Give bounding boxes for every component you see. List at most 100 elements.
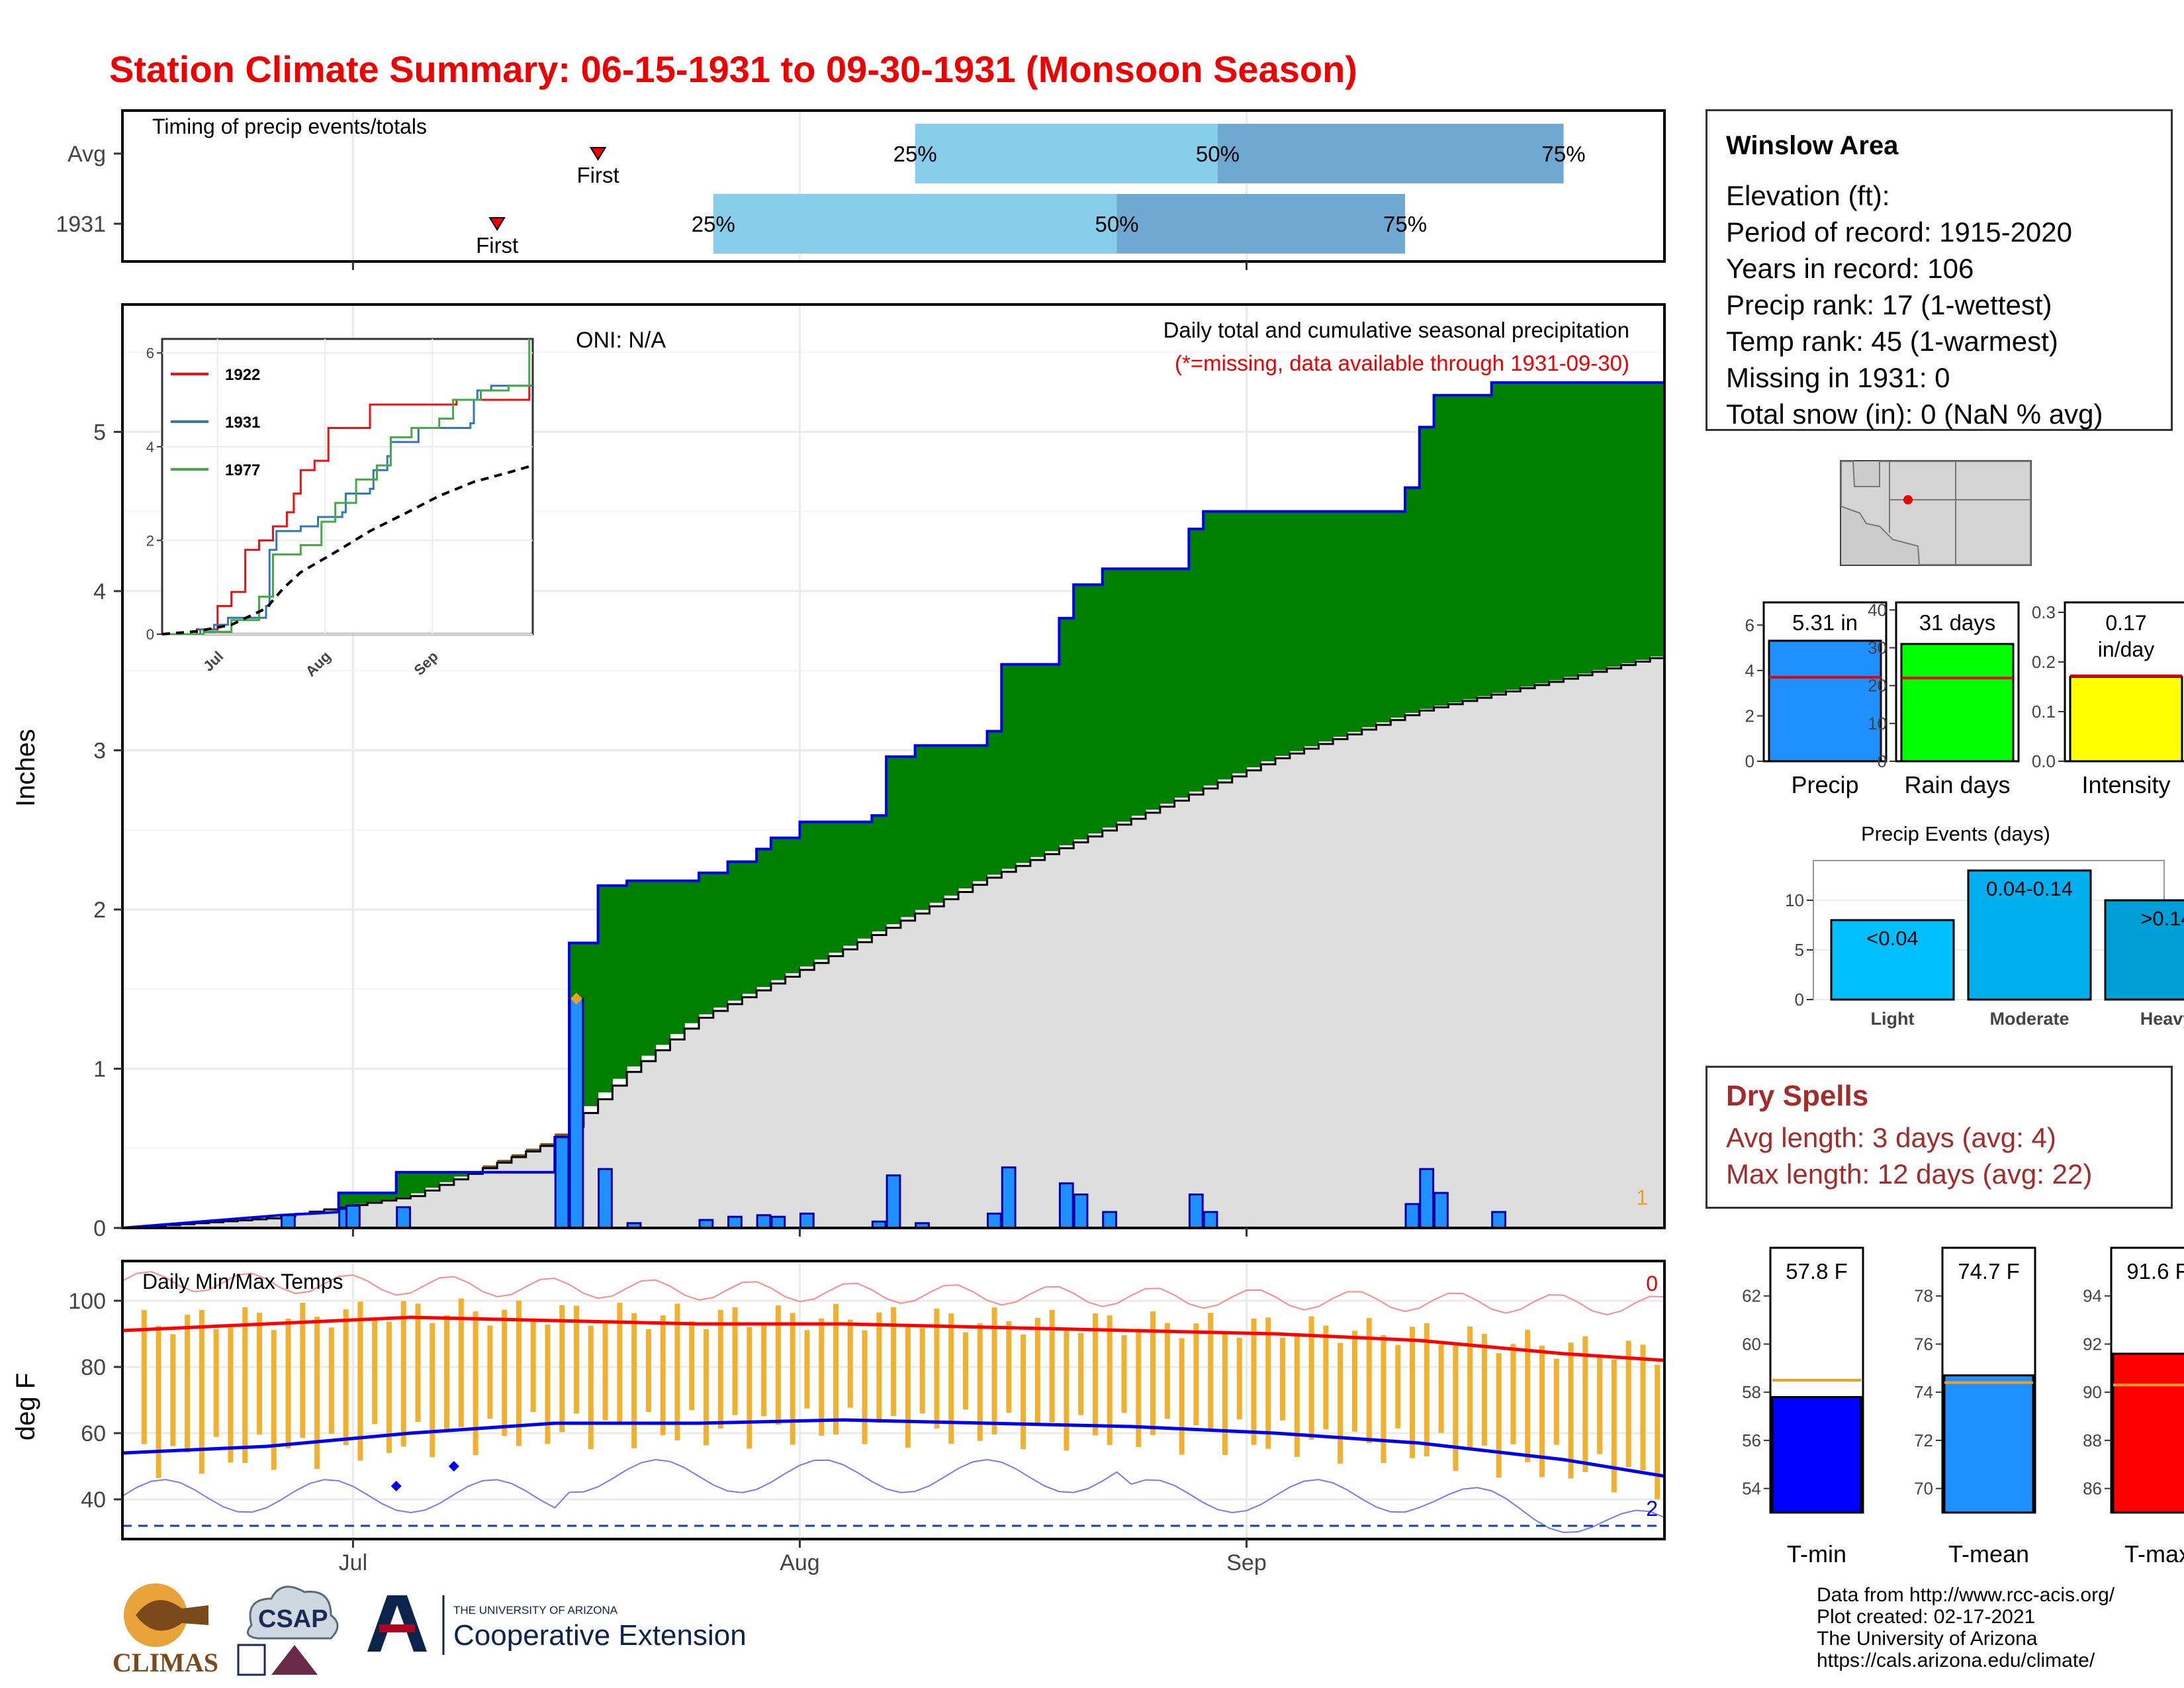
inset-y-tick-label: 2 (146, 532, 154, 549)
summary-y-tick-label: 4 (1745, 661, 1754, 680)
daily-precip-bar (987, 1212, 1002, 1229)
above-average-area (958, 745, 974, 889)
dry-spells-avg: Avg length: 3 days (avg: 4) (1726, 1122, 2056, 1153)
above-average-area (1491, 382, 1507, 693)
above-average-area (814, 821, 829, 960)
quartile-box-25-50 (915, 124, 1218, 183)
summary-y-tick-label: 0.2 (2032, 652, 2056, 672)
above-average-area (1419, 427, 1435, 709)
above-average-area (627, 880, 642, 1067)
max-precip-marker (570, 992, 582, 1005)
csap-logo: CSAP (237, 1585, 339, 1676)
above-average-area (1635, 382, 1651, 660)
daily-precip-bar (598, 1168, 613, 1229)
average-cumulative-area (122, 655, 1664, 1228)
temp-bar-y-tick-label: 70 (1914, 1479, 1933, 1499)
daily-precip-bar (799, 1212, 815, 1229)
above-average-area (1650, 382, 1665, 657)
page-title: Station Climate Summary: 06-15-1931 to 0… (109, 48, 1357, 90)
temp-bar-y-tick-label: 86 (2083, 1479, 2102, 1499)
csap-logo-text: CSAP (258, 1605, 328, 1633)
above-average-area (1477, 395, 1492, 696)
daily-precip-bar (554, 1136, 570, 1229)
above-average-area (1203, 511, 1218, 786)
above-average-area (1376, 511, 1391, 723)
above-average-area (1592, 382, 1608, 671)
summary-bar (1768, 639, 1882, 763)
precip-event-category: Moderate (1989, 1009, 2069, 1029)
above-average-area (1578, 382, 1593, 674)
daily-precip-bar (1102, 1211, 1118, 1229)
above-average-area (1463, 395, 1478, 700)
precip-event-bar-label: >0.14 (2140, 907, 2184, 930)
temp-y-tick-label: 40 (81, 1487, 106, 1513)
above-average-area (857, 821, 872, 939)
above-average-area (1189, 529, 1204, 792)
above-average-area (785, 837, 801, 974)
daily-precip-bar (345, 1204, 361, 1229)
inset-legend-label: 1931 (225, 414, 260, 432)
timing-row-label: Avg (68, 142, 106, 167)
above-average-area (1232, 511, 1248, 774)
above-average-area (1087, 585, 1103, 834)
summary-bar-name: Rain days (1904, 771, 2010, 798)
above-average-area (1217, 511, 1233, 780)
above-average-area (453, 1172, 469, 1177)
credit-university: The University of Arizona (1817, 1628, 2038, 1650)
above-average-area (842, 821, 858, 946)
daily-precip-bar (569, 998, 584, 1229)
temp-y-tick-label: 100 (68, 1289, 106, 1314)
summary-bar-name: Precip (1791, 771, 1858, 798)
precip-panel: 0 1 2 3 4 5 Inches ONI: N/A Daily total and cumu… (11, 303, 1666, 1241)
quartile-box-50-75 (1217, 124, 1564, 183)
above-average-area (972, 745, 988, 882)
temp-bar-y-tick-label: 72 (1914, 1430, 1933, 1450)
summary-y-tick-label: 6 (1745, 615, 1754, 635)
temp-bar-y-tick-label: 58 (1742, 1382, 1761, 1402)
inset-series-line (162, 339, 531, 635)
inset-legend-label: 1922 (225, 366, 260, 384)
above-average-area (915, 745, 931, 910)
temp-panel: 40 60 80 100 Jul Aug Sep Daily Min/Max Temps deg… (11, 1260, 1666, 1575)
above-average-area (1102, 569, 1118, 828)
above-average-area (1318, 511, 1334, 742)
above-average-area (367, 1193, 383, 1202)
temp-bar-value-label: 91.6 F (2126, 1259, 2184, 1284)
summary-bar-name: Intensity (2081, 771, 2170, 798)
daily-precip-bar (1058, 1182, 1074, 1229)
above-average-area (727, 861, 743, 1001)
precip-event-bar (1967, 869, 2092, 1001)
temp-bar-y-tick-label: 78 (1914, 1286, 1933, 1306)
above-average-area (770, 837, 786, 980)
record-min-line (122, 1458, 1665, 1534)
precip-event-bar-label: <0.04 (1866, 927, 1918, 950)
timing-label: Timing of precip events/totals (152, 115, 427, 138)
above-average-area (829, 821, 844, 953)
record-low-marker (390, 1481, 402, 1491)
above-average-area (1606, 382, 1622, 667)
record-max-line (122, 1271, 1665, 1316)
above-average-area (612, 885, 627, 1079)
above-average-area (1347, 511, 1363, 732)
average-max-temp-line (122, 1315, 1665, 1362)
station-name: Winslow Area (1726, 131, 1899, 160)
climas-logo: CLIMAS (113, 1583, 218, 1677)
temp-bar-name: T-max (2124, 1540, 2184, 1568)
inset-average-line (161, 464, 533, 635)
summary-value-label: 0.17 (2105, 611, 2146, 635)
missing-count: 1 (1636, 1186, 1648, 1209)
above-average-area (1448, 395, 1463, 703)
quartile-75-label: 75% (1542, 142, 1586, 166)
station-snow: Total snow (in): 0 (NaN % avg) (1726, 399, 2103, 430)
above-average-area (944, 745, 959, 896)
station-elevation: Elevation (ft): (1726, 180, 1890, 211)
quartile-box-50-75 (1116, 194, 1406, 254)
above-average-area (670, 880, 685, 1035)
precip-events-chart: Precip Events (days) 0 5 10 <0.04 Light 0.04-0… (1785, 822, 2184, 1029)
summary-y-tick-label: 0 (1878, 751, 1887, 771)
quartile-50-label: 50% (1196, 142, 1240, 166)
temp-bar-y-tick-label: 92 (2083, 1334, 2102, 1354)
climas-logo-text: CLIMAS (113, 1648, 218, 1677)
record-high-count: 0 (1646, 1272, 1658, 1295)
above-average-area (1433, 395, 1449, 706)
